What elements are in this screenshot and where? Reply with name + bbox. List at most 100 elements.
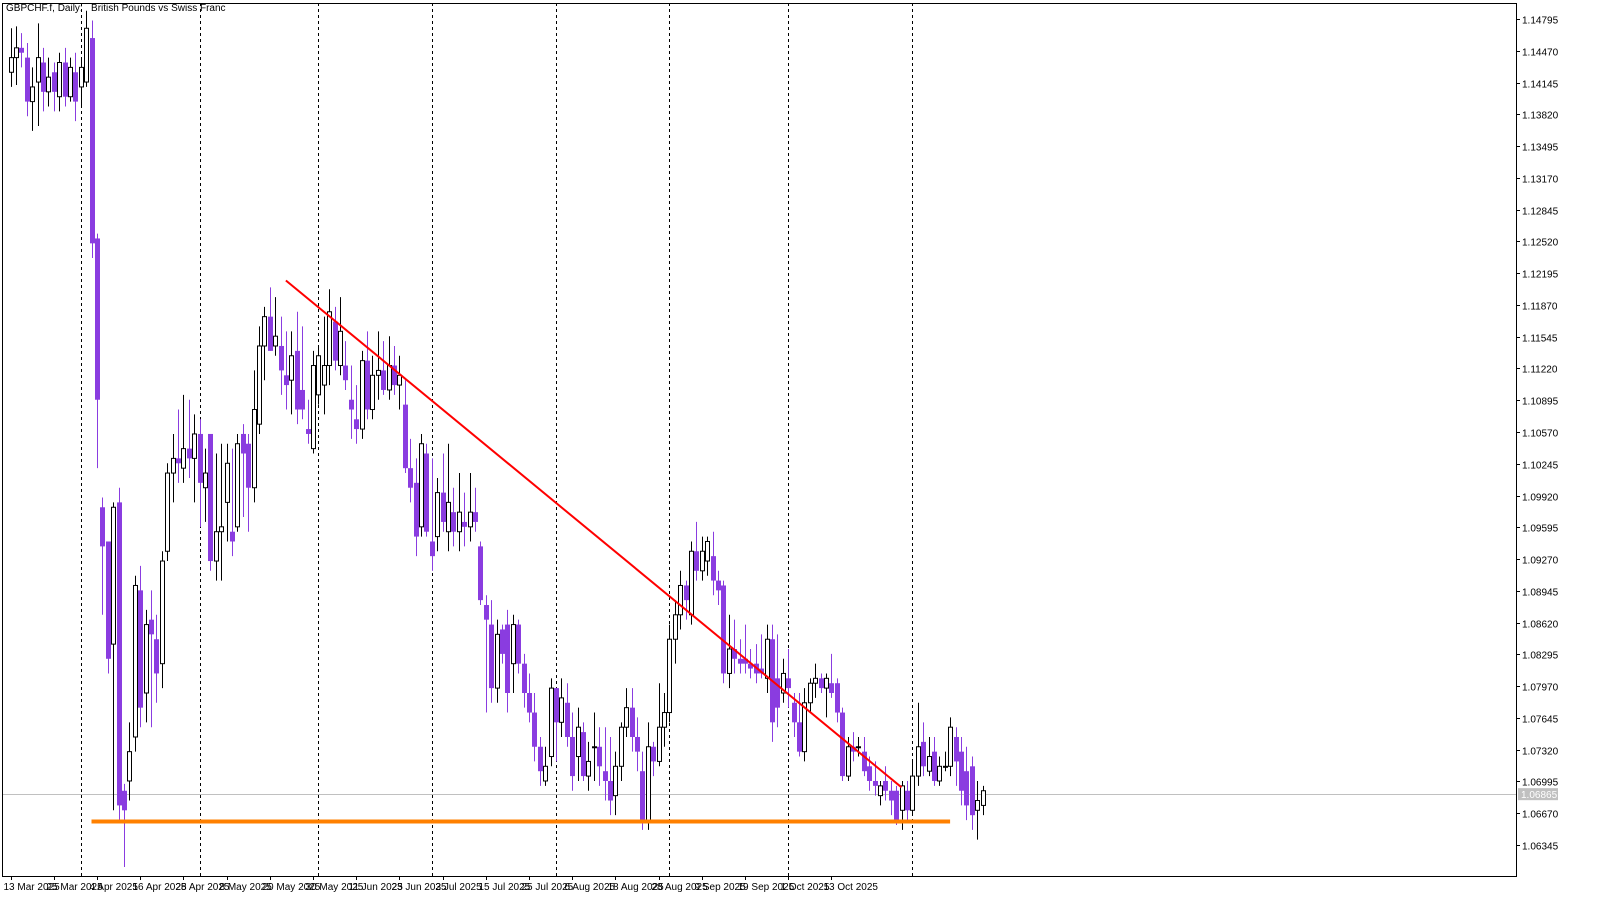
y-tick-label: 1.09920: [1522, 493, 1559, 504]
candle-body: [68, 66, 73, 98]
candle: [883, 766, 888, 801]
x-tick-label: 4 Apr 2025: [90, 882, 139, 893]
candle: [397, 355, 402, 410]
candle-body: [435, 492, 440, 538]
drawing-objects[interactable]: [91, 279, 951, 824]
y-tick-label: 1.08620: [1522, 620, 1559, 631]
candle: [25, 42, 30, 117]
candle: [14, 26, 19, 85]
candle: [856, 736, 861, 757]
candle-body: [246, 443, 251, 488]
y-tick-label: 1.13495: [1522, 143, 1559, 154]
candle-body: [111, 506, 116, 645]
candle-body: [619, 726, 624, 767]
x-tick-label: 6 Aug 2025: [565, 882, 616, 893]
candle-body: [916, 746, 921, 777]
candle: [165, 463, 170, 562]
candle-body: [532, 712, 537, 747]
candle-body: [856, 746, 861, 749]
candle-body: [36, 57, 41, 83]
candle: [840, 707, 845, 781]
candle-body: [171, 457, 176, 474]
candle-body: [932, 751, 937, 781]
candle: [311, 350, 316, 454]
candle: [613, 751, 618, 816]
candle: [511, 614, 516, 693]
candle-body: [646, 746, 651, 821]
candle-body: [14, 47, 19, 59]
candle-body: [943, 765, 948, 768]
candle: [316, 345, 321, 405]
candle: [63, 47, 68, 107]
candle: [576, 707, 581, 781]
candle-body: [511, 624, 516, 665]
x-tick-label: 25 Mar 2025: [47, 882, 104, 893]
y-tick-label: 1.11545: [1522, 334, 1558, 345]
candle: [738, 639, 743, 674]
candle-body: [46, 76, 51, 93]
candle: [289, 331, 294, 415]
y-tick-label: 1.12845: [1522, 207, 1559, 218]
candle-body: [981, 790, 986, 806]
candle-body: [846, 746, 851, 777]
candle: [554, 688, 559, 762]
candle: [786, 649, 791, 708]
candle-body: [592, 746, 597, 749]
candle-body: [927, 756, 932, 772]
candle-body: [262, 316, 267, 347]
candle: [154, 614, 159, 703]
candle-body: [721, 585, 726, 674]
candle-body: [516, 624, 521, 664]
candle: [57, 52, 62, 112]
x-tick-label: 11 Jun 2025: [349, 882, 404, 893]
x-tick-label: 19 Sep 2025: [738, 882, 795, 893]
resistance-trendline[interactable]: [285, 279, 903, 789]
candle: [300, 326, 305, 420]
candle-body: [630, 707, 635, 737]
candle-body: [954, 736, 959, 762]
candle-body: [214, 531, 219, 562]
candle: [333, 306, 338, 371]
candle-body: [198, 433, 203, 483]
candle-body: [576, 726, 581, 758]
candle-body: [225, 462, 230, 503]
candle: [90, 20, 95, 259]
candle: [235, 433, 240, 532]
candle: [52, 62, 57, 112]
candle: [937, 756, 942, 786]
candle: [678, 570, 683, 630]
candle: [727, 614, 732, 689]
candle: [84, 10, 89, 87]
candle: [176, 409, 181, 483]
candle-body: [408, 468, 413, 488]
candle: [684, 580, 689, 620]
candle: [500, 624, 505, 664]
candle: [954, 727, 959, 786]
candle: [808, 678, 813, 713]
candle: [543, 746, 548, 786]
candle-body: [79, 66, 84, 88]
candle-body: [95, 238, 100, 400]
candle: [970, 756, 975, 830]
candle: [975, 780, 980, 840]
candle-body: [295, 350, 300, 410]
candle: [835, 678, 840, 723]
candle-body: [775, 678, 780, 708]
candle-body: [392, 365, 397, 386]
candle: [705, 536, 710, 576]
candle-body: [808, 682, 813, 704]
candle: [95, 233, 100, 469]
candle: [651, 741, 656, 777]
candle-body: [306, 429, 311, 434]
candle: [370, 355, 375, 420]
candle-body: [792, 702, 797, 723]
candle-body: [684, 585, 689, 601]
candle: [435, 477, 440, 552]
candle-body: [84, 27, 89, 83]
candle-body: [289, 355, 294, 381]
candle: [30, 67, 35, 131]
candle-body: [451, 512, 456, 532]
current-price-tag-bg: [1518, 788, 1558, 801]
